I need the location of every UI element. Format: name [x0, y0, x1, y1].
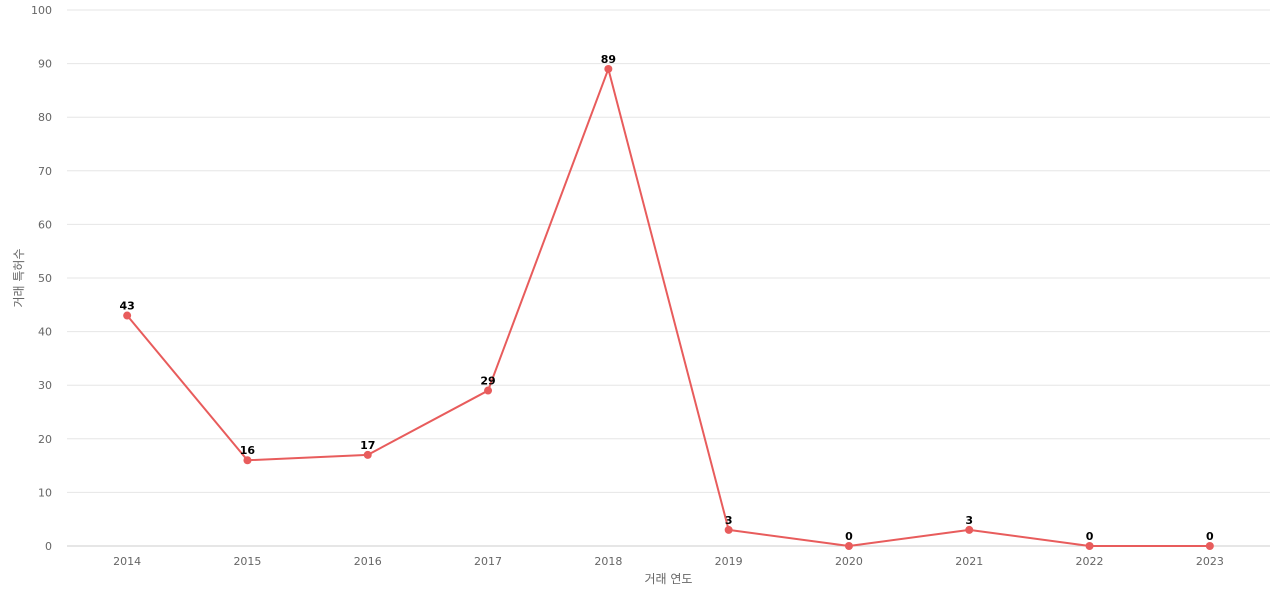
data-label: 0: [1206, 530, 1214, 543]
data-point[interactable]: [604, 65, 612, 73]
x-axis-ticks: 2014 2015 2016 2017 2018 2019 2020 2021 2022 2023: [113, 555, 1224, 568]
data-point[interactable]: [364, 451, 372, 459]
x-tick-label: 2018: [594, 555, 622, 568]
x-tick-label: 2019: [715, 555, 743, 568]
gridlines: [67, 10, 1270, 492]
data-label: 17: [360, 439, 375, 452]
data-point[interactable]: [1086, 542, 1094, 550]
y-tick-label: 60: [38, 218, 52, 231]
data-labels: 43 16 17 29 89 3 0 3 0 0: [119, 53, 1214, 543]
x-tick-label: 2016: [354, 555, 382, 568]
y-tick-label: 50: [38, 272, 52, 285]
data-label: 29: [480, 375, 495, 388]
series-line: [127, 69, 1210, 546]
y-tick-label: 80: [38, 111, 52, 124]
x-tick-label: 2014: [113, 555, 141, 568]
y-tick-label: 100: [31, 4, 52, 17]
y-tick-label: 90: [38, 58, 52, 71]
data-label: 3: [725, 514, 733, 527]
data-point[interactable]: [123, 312, 131, 320]
y-axis-title: 거래 특허수: [12, 248, 26, 307]
data-point[interactable]: [1206, 542, 1214, 550]
data-label: 0: [1086, 530, 1094, 543]
x-tick-label: 2021: [955, 555, 983, 568]
y-tick-label: 40: [38, 326, 52, 339]
y-tick-label: 10: [38, 486, 52, 499]
data-point[interactable]: [484, 387, 492, 395]
y-axis-ticks: 0 10 20 30 40 50 60 70 80 90 100: [31, 4, 52, 553]
y-tick-label: 20: [38, 433, 52, 446]
series-group: [123, 65, 1214, 550]
x-tick-label: 2022: [1076, 555, 1104, 568]
data-label: 0: [845, 530, 853, 543]
data-point[interactable]: [725, 526, 733, 534]
data-point[interactable]: [965, 526, 973, 534]
data-label: 89: [601, 53, 616, 66]
data-label: 43: [119, 300, 134, 313]
x-tick-label: 2020: [835, 555, 863, 568]
x-axis-title: 거래 연도: [645, 572, 693, 586]
x-tick-label: 2015: [233, 555, 261, 568]
data-label: 3: [965, 514, 973, 527]
data-label: 16: [240, 444, 256, 457]
data-point[interactable]: [243, 456, 251, 464]
x-tick-label: 2017: [474, 555, 502, 568]
y-tick-label: 70: [38, 165, 52, 178]
y-tick-label: 0: [45, 540, 52, 553]
y-tick-label: 30: [38, 379, 52, 392]
data-point[interactable]: [845, 542, 853, 550]
x-tick-label: 2023: [1196, 555, 1224, 568]
